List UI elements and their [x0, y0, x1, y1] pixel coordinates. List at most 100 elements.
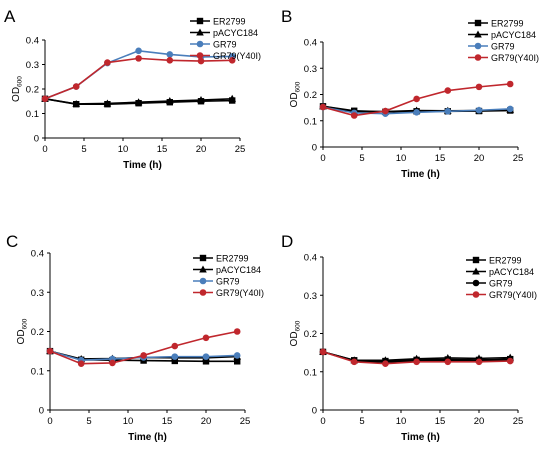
x-tick-label: 5 [81, 144, 86, 155]
x-tick-label: 10 [396, 153, 407, 164]
data-point [228, 94, 236, 102]
data-point [319, 348, 327, 356]
legend-label: GR79(Y40I) [213, 51, 261, 61]
legend-marker [199, 254, 207, 262]
data-point [413, 109, 420, 116]
data-point [109, 359, 116, 367]
y-tick-label: 0.4 [31, 249, 44, 260]
legend-label: ER2799 [491, 19, 524, 29]
x-tick-label: 25 [235, 144, 246, 155]
panel-letter: D [281, 232, 293, 251]
data-point [444, 108, 452, 115]
data-point [46, 347, 54, 355]
x-tick-label: 5 [359, 416, 364, 427]
x-tick-label: 5 [359, 153, 364, 164]
data-point [202, 353, 210, 360]
data-point [475, 83, 483, 91]
data-point [319, 103, 327, 111]
legend-label: GR79(Y40I) [489, 290, 537, 300]
legend-marker [472, 256, 480, 264]
data-point [171, 353, 179, 360]
x-tick-label: 25 [240, 416, 251, 427]
data-point [413, 358, 420, 366]
legend-marker [472, 267, 480, 275]
legend-label: pACYC184 [213, 28, 258, 38]
x-tick-label: 25 [513, 153, 524, 164]
legend-marker [196, 52, 204, 59]
data-point [475, 358, 483, 366]
y-axis-label: OD600 [11, 76, 24, 102]
data-point [104, 59, 111, 66]
x-tick-label: 25 [513, 416, 524, 427]
panel-d: D 0 0.1 0.2 0.3 0.4 0 5 10 15 20 25 Time (h) OD600 ER2… [281, 232, 537, 443]
data-point [444, 87, 452, 94]
legend-label: pACYC184 [491, 30, 536, 40]
legend-marker [472, 291, 480, 298]
x-tick-label: 5 [86, 416, 91, 427]
y-axis-label-main: OD [16, 329, 27, 344]
data-point [233, 352, 241, 359]
legend-label: ER2799 [213, 17, 246, 27]
data-point [103, 99, 112, 107]
panel-letter: C [6, 232, 18, 251]
x-tick-label: 10 [123, 416, 134, 427]
y-tick-label: 0.4 [26, 36, 39, 47]
legend-marker [474, 42, 482, 50]
data-point [41, 95, 49, 103]
x-tick-label: 15 [157, 144, 168, 155]
y-tick-label: 0.4 [304, 253, 317, 264]
y-tick-label: 0.1 [31, 366, 44, 377]
x-tick-label: 15 [435, 153, 446, 164]
legend-label: GR79 [216, 277, 240, 287]
y-tick-label: 0.3 [304, 64, 317, 75]
x-axis-label: Time (h) [401, 169, 440, 180]
legend-marker [196, 40, 204, 48]
data-point [166, 97, 174, 105]
legend-label: pACYC184 [216, 265, 261, 275]
x-tick-label: 20 [474, 416, 485, 427]
y-tick-label: 0.1 [304, 116, 317, 127]
legend-label: ER2799 [489, 256, 522, 266]
data-point [234, 358, 241, 365]
y-tick-label: 0.2 [26, 85, 39, 96]
x-tick-label: 20 [196, 144, 207, 155]
panel-c: C 0 0.1 0.2 0.3 0.4 0 5 10 15 20 25 Time (h) OD600 ER2… [6, 232, 264, 443]
data-point [475, 106, 483, 114]
legend-marker [474, 54, 482, 61]
legend-marker [199, 289, 207, 296]
legend-label: GR79(Y40I) [216, 288, 264, 298]
data-point [140, 352, 147, 359]
data-point [350, 112, 358, 119]
data-point [444, 358, 452, 366]
x-tick-label: 20 [474, 153, 485, 164]
legend-label: GR79 [213, 40, 237, 50]
legend-label: GR79 [489, 279, 513, 289]
data-point [135, 55, 142, 62]
data-point [350, 358, 358, 366]
legend-marker [199, 265, 207, 273]
y-axis-label-sub: 600 [295, 81, 302, 92]
y-tick-label: 0 [312, 406, 317, 417]
y-tick-label: 0.1 [26, 109, 39, 120]
legend-label: GR79(Y40I) [491, 53, 539, 63]
x-tick-label: 10 [396, 416, 407, 427]
panel-letter: A [4, 7, 16, 26]
data-point [171, 357, 178, 365]
panel-b: B 0 0.1 0.2 0.3 0.4 0 5 10 15 20 25 Time (h) OD600 ER2… [281, 7, 539, 180]
y-tick-label: 0.2 [304, 329, 317, 340]
data-point [228, 57, 236, 64]
x-tick-label: 0 [320, 416, 325, 427]
data-point [72, 99, 80, 107]
y-axis-label-sub: 600 [22, 318, 29, 329]
legend-marker [474, 19, 482, 27]
legend-label: pACYC184 [489, 267, 534, 277]
data-point [72, 83, 80, 90]
data-point [506, 105, 514, 113]
y-tick-label: 0.3 [31, 288, 44, 299]
data-point [166, 51, 174, 58]
data-point [202, 358, 210, 365]
x-tick-label: 0 [320, 153, 325, 164]
data-point [197, 57, 205, 65]
y-tick-label: 0 [39, 406, 44, 417]
